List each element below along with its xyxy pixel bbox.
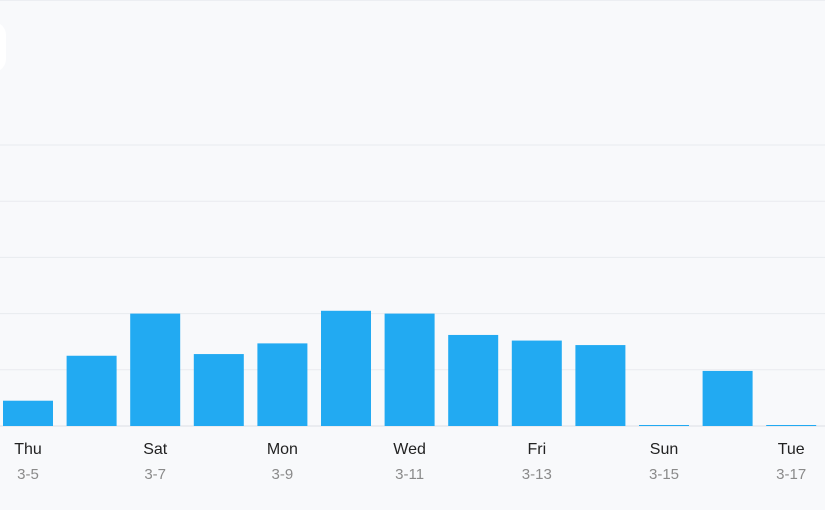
x-tick-date: 3-7 [144,466,166,483]
bar-3-6[interactable] [66,355,117,426]
bar-3-9[interactable] [257,343,308,426]
x-tick-weekday: Sat [143,441,168,458]
bar-3-16[interactable] [702,370,753,426]
x-tick-weekday: Sun [650,441,678,458]
x-tick-weekday: Fri [527,441,546,458]
bar-3-10[interactable] [321,310,371,426]
x-tick-weekday: Thu [14,441,42,458]
x-tick-weekday: Tue [778,441,805,458]
x-tick-weekday: Wed [393,441,426,458]
bar-3-7[interactable] [130,313,181,426]
bar-3-17[interactable] [766,425,817,426]
bar-3-8[interactable] [193,354,244,426]
x-tick-date: 3-17 [776,466,806,483]
bar-3-5[interactable] [3,400,53,426]
top-divider [0,0,825,1]
bar-3-15[interactable] [639,425,689,426]
bar-3-11[interactable] [384,313,435,426]
x-tick-weekday: Mon [267,441,298,458]
x-tick-date: 3-13 [522,466,552,483]
x-tick-date: 3-5 [17,466,39,483]
x-tick-date: 3-15 [649,466,679,483]
bar-3-12[interactable] [448,334,499,426]
bar-3-13[interactable] [511,340,562,426]
x-tick-date: 3-11 [395,466,424,483]
x-tick-date: 3-9 [272,466,294,483]
bar-3-14[interactable] [575,345,626,426]
overlay-edge [0,22,6,72]
